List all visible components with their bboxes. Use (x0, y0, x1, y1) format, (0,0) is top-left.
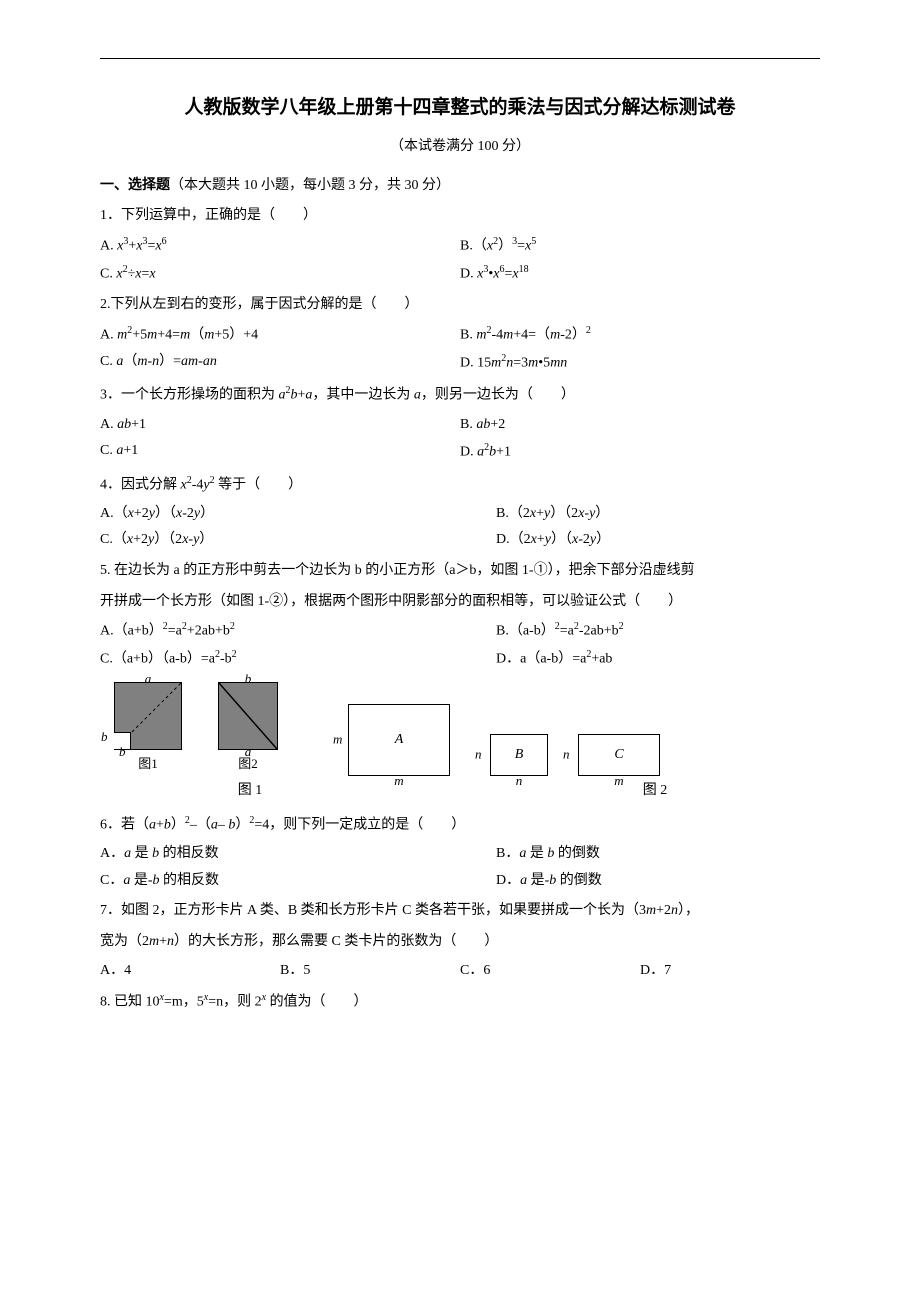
q7-opt-d: D．7 (640, 958, 820, 985)
fig1-square1: a b b 图1 (114, 682, 182, 777)
fig2-card-a: m A m (348, 704, 450, 776)
q4-stem: 4．因式分解 x2-4y2 等于（ ） (100, 471, 820, 499)
section-1-header: 一、选择题（本大题共 10 小题，每小题 3 分，共 30 分） (100, 173, 820, 200)
q2-stem: 2.下列从左到右的变形，属于因式分解的是（ ） (100, 292, 820, 319)
q5-opt-b: B.（a-b）2=a2-2ab+b2 (496, 617, 820, 645)
fig1-rect2: b a 图2 (218, 682, 278, 777)
q4-opt-b: B.（2x+y）（2x-y） (496, 501, 820, 528)
q4-options: A.（x+2y）（x-2y） B.（2x+y）（2x-y） C.（x+2y）（2… (100, 501, 820, 554)
q1-options: A. x3+x3=x6 B.（x2）3=x5 C. x2÷x=x D. x3•x… (100, 232, 820, 289)
q6-options: A．a 是 b 的相反数 B．a 是 b 的倒数 C．a 是-b 的相反数 D．… (100, 841, 820, 894)
q2-opt-c: C. a（m-n）=am-an (100, 349, 460, 377)
fig2-a-left: m (333, 728, 342, 753)
q1-opt-b: B.（x2）3=x5 (460, 232, 820, 260)
q6-opt-b: B．a 是 b 的倒数 (496, 841, 820, 868)
q3-opt-d: D. a2b+1 (460, 438, 820, 466)
fig1-rect-label-bot: a (245, 740, 252, 765)
top-rule (100, 58, 820, 59)
fig1-label-b-bot: b (119, 740, 126, 765)
q4-opt-d: D.（2x+y）（x-2y） (496, 527, 820, 554)
fig2-a-label: A (395, 727, 404, 754)
q3-opt-a: A. ab+1 (100, 412, 460, 439)
q4-opt-a: A.（x+2y）（x-2y） (100, 501, 496, 528)
doc-subtitle: （本试卷满分 100 分） (100, 134, 820, 161)
q5-opt-a: A.（a+b）2=a2+2ab+b2 (100, 617, 496, 645)
q1-stem: 1．下列运算中，正确的是（ ） (100, 203, 820, 230)
q3-opt-b: B. ab+2 (460, 412, 820, 439)
q4-opt-c: C.（x+2y）（2x-y） (100, 527, 496, 554)
q5-opt-c: C.（a+b）（a-b）=a2-b2 (100, 645, 496, 673)
fig2-card-c: n C m (578, 734, 660, 776)
fig1-rect-diagonal (219, 683, 277, 749)
fig2-a-bot: m (394, 769, 403, 794)
q7-opt-a: A．4 (100, 958, 280, 985)
fig-captions: 图 1 图 2 (100, 778, 820, 805)
q7-opt-b: B．5 (280, 958, 460, 985)
fig2-b-label: B (515, 742, 524, 769)
q5-options: A.（a+b）2=a2+2ab+b2 B.（a-b）2=a2-2ab+b2 C.… (100, 617, 820, 674)
figures-row: a b b 图1 b a 图2 m A (100, 682, 820, 777)
fig2-c-left: n (563, 743, 570, 768)
q1-opt-c: C. x2÷x=x (100, 260, 460, 288)
q6-opt-d: D．a 是-b 的倒数 (496, 868, 820, 895)
fig1-label-b-left: b (101, 725, 108, 750)
q6-opt-c: C．a 是-b 的相反数 (100, 868, 496, 895)
q5-opt-d: D．a（a-b）=a2+ab (496, 645, 820, 673)
q2-opt-a: A. m2+5m+4=m（m+5）+4 (100, 321, 460, 349)
fig2-b-left: n (475, 743, 482, 768)
q3-options: A. ab+1 B. ab+2 C. a+1 D. a2b+1 (100, 412, 820, 467)
q7-options: A．4 B．5 C．6 D．7 (100, 958, 820, 985)
q2-opt-d: D. 15m2n=3m•5mn (460, 349, 820, 377)
q1-opt-d: D. x3•x6=x18 (460, 260, 820, 288)
q3-stem: 3．一个长方形操场的面积为 a2b+a，其中一边长为 a，则另一边长为（ ） (100, 381, 820, 409)
fig2-c-label: C (614, 742, 623, 769)
q6-opt-a: A．a 是 b 的相反数 (100, 841, 496, 868)
fig2-b-bot: n (516, 769, 523, 794)
q7-stem-1: 7．如图 2，正方形卡片 A 类、B 类和长方形卡片 C 类各若干张，如果要拼成… (100, 898, 820, 925)
q8-stem: 8. 已知 10x=m，5x=n，则 2x 的值为（ ） (100, 988, 820, 1016)
q6-stem: 6．若（a+b）2–（a– b）2=4，则下列一定成立的是（ ） (100, 811, 820, 839)
q2-opt-b: B. m2-4m+4=（m-2）2 (460, 321, 820, 349)
fig2-card-b: n B n (490, 734, 548, 776)
q2-options: A. m2+5m+4=m（m+5）+4 B. m2-4m+4=（m-2）2 C.… (100, 321, 820, 378)
q5-stem-1: 5. 在边长为 a 的正方形中剪去一个边长为 b 的小正方形（a＞b，如图 1-… (100, 558, 820, 585)
doc-title: 人教版数学八年级上册第十四章整式的乘法与因式分解达标测试卷 (100, 90, 820, 126)
q1-opt-a: A. x3+x3=x6 (100, 232, 460, 260)
q7-opt-c: C．6 (460, 958, 640, 985)
fig1-caption: 图 1 (100, 778, 370, 805)
q5-stem-2: 开拼成一个长方形（如图 1-②），根据两个图形中阴影部分的面积相等，可以验证公式… (100, 589, 820, 616)
fig2-caption: 图 2 (370, 778, 820, 805)
q3-opt-c: C. a+1 (100, 438, 460, 466)
q7-stem-2: 宽为（2m+n）的大长方形，那么需要 C 类卡片的张数为（ ） (100, 929, 820, 956)
fig2-c-bot: m (614, 769, 623, 794)
